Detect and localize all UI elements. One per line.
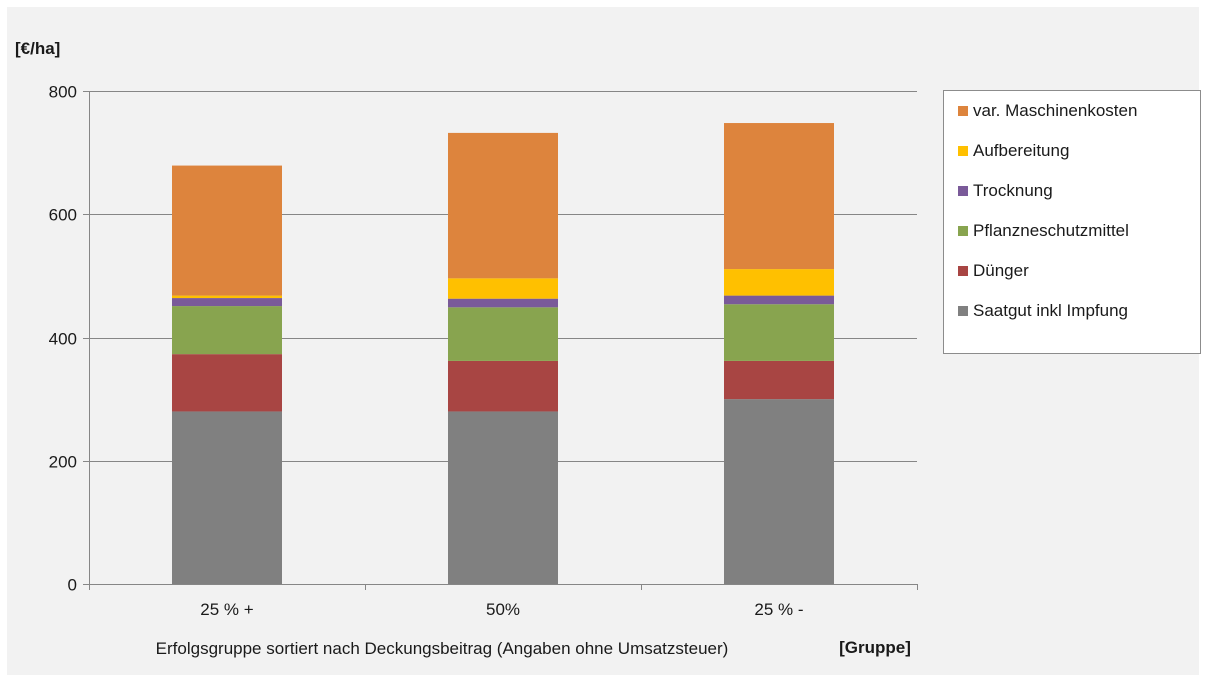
legend: var. Maschinenkosten Aufbereitung Trocknun…: [943, 90, 1201, 354]
legend-swatch: [958, 306, 968, 316]
bar-segment: [448, 278, 558, 299]
bar-segment: [172, 165, 282, 296]
bar-segment: [724, 399, 834, 584]
y-axis-label: [€/ha]: [15, 39, 60, 58]
bar-segment: [448, 411, 558, 584]
legend-label: Aufbereitung: [973, 141, 1070, 160]
y-tick-label: 0: [68, 576, 77, 595]
bar-segment: [724, 123, 834, 270]
chart-svg: 0 200 400 600 800 25 % + 50% 25 % - [€/ha] Erfo…: [15, 39, 918, 658]
legend-label: Trocknung: [973, 181, 1053, 200]
chart-area: 0 200 400 600 800 25 % + 50% 25 % - [€/ha] Erfo…: [7, 7, 1201, 675]
bars: [172, 123, 834, 584]
bar-segment: [172, 295, 282, 299]
legend-item: Pflanzneschutzmittel: [958, 219, 1129, 243]
legend-label: Saatgut inkl Impfung: [973, 301, 1128, 320]
legend-item: Dünger: [958, 259, 1029, 283]
legend-swatch: [958, 266, 968, 276]
bar-segment: [448, 298, 558, 308]
bar-segment: [172, 411, 282, 584]
x-tick-label: 25 % +: [200, 600, 253, 619]
x-tick-label: 50%: [486, 600, 520, 619]
legend-swatch: [958, 106, 968, 116]
legend-label: Pflanzneschutzmittel: [973, 221, 1129, 240]
legend-item: Saatgut inkl Impfung: [958, 299, 1128, 323]
bar-segment: [172, 354, 282, 412]
bar-segment: [448, 360, 558, 412]
legend-label: var. Maschinenkosten: [973, 101, 1138, 120]
bar-segment: [448, 132, 558, 279]
legend-swatch: [958, 146, 968, 156]
axes: 0 200 400 600 800 25 % + 50% 25 % -: [49, 83, 918, 619]
legend-label: Dünger: [973, 261, 1029, 280]
y-tick-label: 400: [49, 330, 77, 349]
y-tick-label: 200: [49, 453, 77, 472]
legend-swatch: [958, 186, 968, 196]
bar-segment: [448, 307, 558, 361]
y-tick-label: 800: [49, 83, 77, 102]
x-axis-unit: [Gruppe]: [839, 638, 911, 657]
y-tick-label: 600: [49, 206, 77, 225]
bar-segment: [172, 306, 282, 355]
bar-segment: [724, 269, 834, 296]
bar-segment: [724, 295, 834, 305]
x-tick-label: 25 % -: [754, 600, 803, 619]
bar-segment: [724, 360, 834, 400]
bar-segment: [172, 298, 282, 307]
legend-swatch: [958, 226, 968, 236]
legend-item: var. Maschinenkosten: [958, 99, 1137, 123]
legend-item: Aufbereitung: [958, 139, 1069, 163]
x-axis-label: Erfolgsgruppe sortiert nach Deckungsbeit…: [156, 639, 729, 658]
legend-item: Trocknung: [958, 179, 1053, 203]
bar-segment: [724, 304, 834, 361]
